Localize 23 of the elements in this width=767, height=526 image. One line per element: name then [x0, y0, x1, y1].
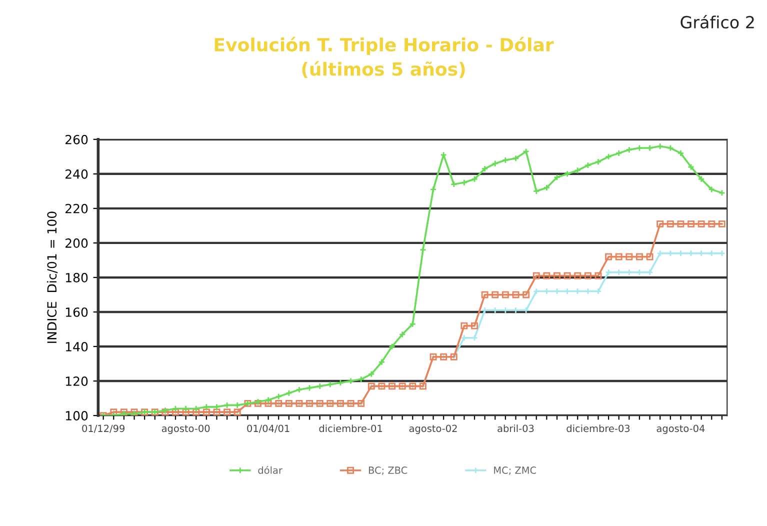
y-tick-label: 180: [66, 272, 88, 282]
x-tick-label: agosto-00: [162, 424, 210, 434]
x-tick-label: diciembre-03: [566, 424, 630, 432]
x-tick-label: diciembre-01: [319, 424, 382, 432]
y-tick-label: 140: [66, 342, 88, 352]
x-tick-label: abril-03: [498, 424, 534, 432]
x-tick-label: agosto-04: [656, 424, 705, 434]
y-tick-label: 100: [66, 411, 88, 420]
y-axis-title: INDICE Dic/01 = 100: [46, 212, 58, 343]
x-tick-label: agosto-02: [409, 424, 457, 434]
y-tick-label: 120: [66, 376, 88, 386]
y-tick-label: 160: [66, 307, 88, 317]
y-tick-label: 220: [66, 204, 88, 214]
x-tick-label: 01/12/99: [82, 424, 124, 433]
y-tick-label: 200: [66, 238, 88, 248]
y-tick-label: 240: [66, 169, 88, 179]
legend-label: MC; ZMC: [494, 466, 536, 475]
y-tick-label: 260: [66, 134, 88, 144]
chart-title: Evolución T. Triple Horario - Dólar (últimos 5 años): [214, 36, 554, 78]
x-tick-label: 01/04/01: [247, 424, 290, 433]
legend-label: dólar: [258, 466, 282, 474]
text: Gráfico 2: [680, 14, 754, 29]
legend-label: BC; ZBC: [368, 466, 408, 475]
